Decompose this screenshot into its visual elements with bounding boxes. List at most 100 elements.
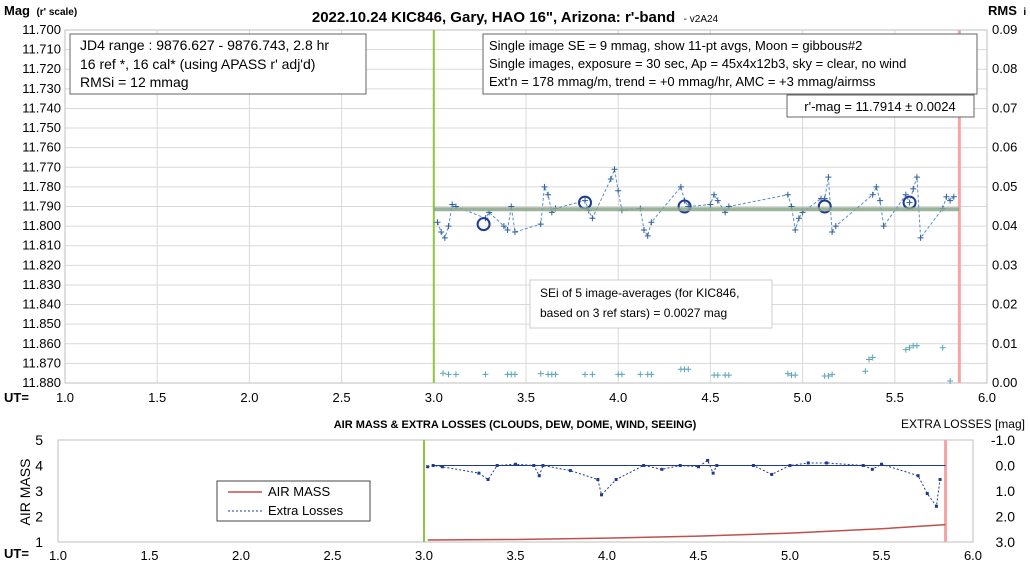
rms-point [869, 354, 876, 361]
info-right-line-3: Ext'n = 178 mmag/m, trend = +0 mmag/hr, … [489, 74, 876, 89]
extra-losses-point [431, 464, 435, 467]
bottom-chart-title: AIR MASS & EXTRA LOSSES (CLOUDS, DEW, DO… [334, 419, 697, 431]
bottom-x-tick-label: 6.0 [964, 548, 982, 563]
extra-losses-point [541, 464, 545, 467]
top-y-tick-label: 11.860 [22, 336, 61, 351]
single-image-point [795, 215, 802, 222]
bottom-x-tick-label: 1.0 [49, 548, 67, 563]
top-y-tick-labels: 11.700 11.710 11.720 11.730 11.740 11.750 11.7… [22, 22, 61, 390]
top-y2-axis-label: RMS i [988, 2, 1026, 19]
top-plot-border [64, 29, 988, 384]
extra-losses-point [938, 478, 942, 482]
top-y-tick-label: 11.770 [22, 159, 61, 174]
rms-point [947, 378, 954, 385]
bottom-x-tick-label: 2.5 [323, 548, 341, 563]
top-y2-tick-label: 0.09 [992, 22, 1017, 37]
rms-point [440, 370, 447, 377]
rms-point [792, 372, 799, 379]
bottom-y2-tick-label: 1.0 [996, 483, 1016, 499]
top-x-tick-label: 2.5 [333, 390, 351, 405]
top-chart-title: 2022.10.24 KIC846, Gary, HAO 16", Arizon… [312, 9, 719, 26]
top-y2-tick-label: 0.00 [992, 375, 1017, 390]
single-image-point [537, 221, 544, 228]
single-image-point [607, 176, 614, 183]
extra-losses-point [440, 465, 444, 469]
top-x-tick-label: 4.5 [701, 390, 719, 405]
bottom-x-tick-label: 3.5 [506, 548, 524, 563]
extra-losses-point [614, 478, 618, 482]
rms-point [445, 371, 452, 378]
bottom-x-axis-label: UT= [4, 546, 29, 561]
rms-point [452, 371, 459, 378]
top-y-tick-label: 11.720 [22, 61, 61, 76]
top-y-axis-label: Mag (r' scale) [4, 2, 77, 19]
bottom-y2-tick-label: 2.0 [996, 509, 1016, 525]
rms-series [440, 342, 954, 385]
bottom-chart: AIR MASS & EXTRA LOSSES (CLOUDS, DEW, DO… [4, 417, 1025, 563]
single-image-point [711, 191, 718, 198]
top-x-tick-label: 5.5 [886, 390, 904, 405]
top-x-tick-label: 1.5 [148, 390, 166, 405]
bottom-y-tick-label: 2 [35, 509, 43, 525]
extra-losses-point [568, 469, 572, 473]
extra-losses-point [925, 492, 929, 496]
single-image-point [438, 228, 445, 235]
single-image-point [829, 228, 836, 235]
average-point [476, 217, 491, 232]
single-image-point [869, 191, 876, 198]
single-image-point [917, 234, 924, 241]
top-y2-tick-label: 0.04 [992, 218, 1017, 233]
single-image-point [714, 197, 721, 204]
single-image-point [541, 183, 548, 190]
rms-point [552, 371, 559, 378]
top-y2-tick-label: 0.08 [992, 61, 1017, 76]
rms-point [829, 371, 836, 378]
single-image-point [947, 197, 954, 204]
single-image-point [434, 219, 441, 226]
extra-losses-point [711, 471, 715, 475]
bottom-plot-area [57, 439, 974, 543]
bottom-y-tick-label: 4 [35, 458, 43, 474]
top-x-tick-labels: 1.0 1.5 2.0 2.5 3.0 3.5 4.0 4.5 5.0 5.5 6.0 [56, 390, 996, 405]
top-y2-tick-labels: 0.09 0.08 0.07 0.06 0.05 0.04 0.03 0.02 0.01 0.00 [992, 22, 1017, 390]
rms-point [784, 370, 791, 377]
rms-point [618, 371, 625, 378]
rms-point [862, 368, 869, 375]
bottom-y-axis-label: AIR MASS [17, 459, 33, 526]
single-image-point [873, 183, 880, 190]
top-y-tick-label: 11.810 [22, 238, 61, 253]
extra-losses-point [934, 504, 938, 508]
extra-losses-point [532, 464, 536, 467]
bottom-y-tick-label: 3 [35, 483, 43, 499]
rms-point [511, 371, 518, 378]
top-y2-tick-label: 0.03 [992, 257, 1017, 272]
single-image-point [677, 183, 684, 190]
bottom-y2-tick-label: 3.0 [996, 534, 1016, 550]
top-y-tick-label: 11.870 [22, 355, 61, 370]
extra-losses-point [660, 467, 664, 471]
top-x-tick-label: 5.0 [794, 390, 812, 405]
top-y2-tick-label: 0.02 [992, 297, 1017, 312]
rms-point [648, 371, 655, 378]
bottom-x-tick-labels: 1.0 1.5 2.0 2.5 3.0 3.5 4.0 4.5 5.0 5.5 6.0 [49, 548, 982, 563]
legend-losses-label: Extra Losses [268, 503, 344, 518]
extra-losses-point [600, 493, 604, 497]
bottom-x-tick-label: 4.5 [689, 548, 707, 563]
info-left-line-3: RMSi = 12 mmag [80, 74, 189, 90]
top-chart: 11.700 11.710 11.720 11.730 11.740 11.750 11.7… [4, 2, 1026, 405]
bottom-y-tick-labels: 5 4 3 2 1 [35, 432, 43, 550]
single-image-point [615, 187, 622, 194]
single-image-point [913, 174, 920, 181]
sei-note-line-2: based on 3 ref stars) = 0.0027 mag [540, 306, 727, 320]
single-image-point [545, 191, 552, 198]
single-image-point [644, 232, 651, 239]
extra-losses-point [751, 464, 755, 467]
single-image-point [511, 228, 518, 235]
info-left-line-2: 16 ref *, 16 cal* (using APASS r' adj'd) [80, 56, 315, 72]
extra-losses-point [880, 462, 883, 466]
extra-losses-point [596, 478, 600, 482]
top-y-tick-label: 11.760 [22, 140, 61, 155]
single-image-point [445, 223, 452, 230]
top-y-tick-label: 11.700 [22, 22, 61, 37]
